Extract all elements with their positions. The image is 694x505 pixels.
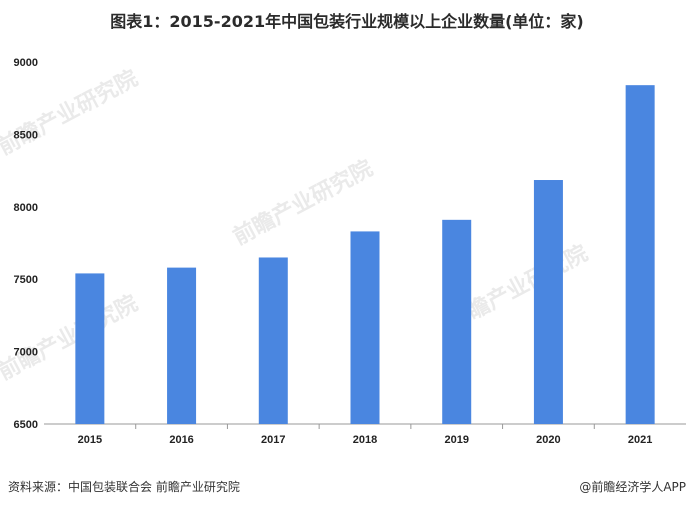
x-tick-label: 2017 [261,434,285,446]
y-tick-label: 8500 [14,129,38,141]
bar-2019 [442,219,472,424]
source-note: 资料来源：中国包装联合会 前瞻产业研究院 [8,480,240,494]
x-tick-label: 2021 [628,434,652,446]
bar-2021 [625,85,655,424]
y-tick-label: 7000 [14,347,38,359]
bar-2018 [350,231,380,424]
brand-credit: @前瞻经济学人APP [579,480,686,494]
y-tick-label: 6500 [14,419,38,431]
x-tick-label: 2016 [169,434,193,446]
bar-2020 [533,180,563,424]
x-tick-label: 2015 [78,434,102,446]
x-tick-label: 2020 [536,434,560,446]
chart-title: 图表1：2015-2021年中国包装行业规模以上企业数量(单位：家) [110,12,584,31]
x-tick-label: 2018 [353,434,377,446]
y-tick-label: 9000 [14,57,38,69]
bar-2016 [167,267,197,424]
bars [75,85,655,424]
x-axis: 2015 2016 2017 2018 2019 2020 2021 [44,423,686,446]
y-axis: 6500 7000 7500 8000 8500 9000 [14,57,38,431]
footer: 资料来源：中国包装联合会 前瞻产业研究院 @前瞻经济学人APP [8,478,686,495]
bar-2015 [75,273,105,424]
x-tick-label: 2019 [444,434,468,446]
y-tick-label: 8000 [14,202,38,214]
bar-2017 [258,257,288,424]
y-tick-label: 7500 [14,274,38,286]
